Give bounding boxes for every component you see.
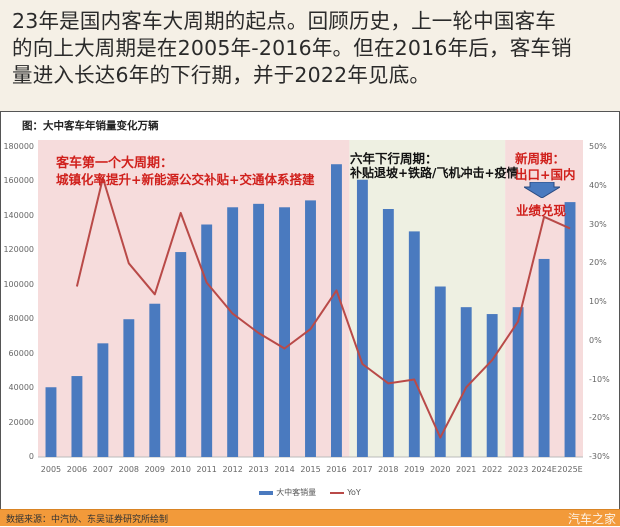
watermark: 汽车之家 bbox=[567, 512, 616, 526]
source-footer: 数据来源：中汽协、东吴证券研究所绘制 汽车之家 bbox=[0, 509, 620, 526]
x-axis-tick: 2006 bbox=[66, 465, 88, 474]
right-axis-tick: 20% bbox=[589, 258, 607, 268]
left-axis-tick: 0 bbox=[28, 452, 34, 461]
bar bbox=[408, 231, 420, 457]
right-axis-tick: -20% bbox=[589, 413, 610, 423]
bar bbox=[45, 387, 57, 457]
bar bbox=[227, 207, 239, 457]
annotation-down-title: 六年下行周期： bbox=[350, 151, 438, 166]
shaded-region bbox=[38, 140, 350, 457]
x-axis-tick: 2011 bbox=[196, 465, 217, 474]
x-axis-tick: 2009 bbox=[144, 465, 165, 474]
shaded-region bbox=[349, 140, 506, 457]
left-axis-tick: 100000 bbox=[3, 279, 34, 289]
x-axis-tick: 2019 bbox=[404, 465, 425, 474]
x-axis-tick: 2015 bbox=[300, 465, 321, 474]
right-axis-tick: 0% bbox=[589, 335, 602, 345]
chart-title: 图：大中客车年销量变化万辆 bbox=[22, 120, 159, 132]
annotation-down-body: 补贴退坡+铁路/飞机冲击+疫情 bbox=[350, 166, 519, 180]
legend-line-label: YoY bbox=[347, 488, 361, 497]
bar bbox=[460, 307, 472, 457]
x-axis-tick: 2023 bbox=[507, 465, 529, 474]
x-axis-tick: 2007 bbox=[92, 465, 114, 474]
x-axis-tick: 2010 bbox=[170, 465, 191, 474]
bar bbox=[201, 224, 213, 457]
source-text: 数据来源：中汽协、东吴证券研究所绘制 bbox=[6, 515, 169, 525]
x-axis-tick: 2022 bbox=[481, 465, 503, 474]
x-axis-tick: 2024E bbox=[531, 465, 557, 474]
down-arrow-icon bbox=[522, 181, 562, 199]
caption-box: 23年是国内客车大周期的起点。回顾历史，上一轮中国客车 的向上大周期是在2005… bbox=[0, 0, 620, 112]
x-axis-tick: 2017 bbox=[352, 465, 373, 474]
right-axis-tick: 40% bbox=[589, 180, 607, 190]
bar bbox=[356, 179, 368, 457]
bar bbox=[382, 209, 394, 457]
left-axis-tick: 40000 bbox=[8, 383, 34, 393]
bar bbox=[486, 314, 498, 457]
right-axis-tick: -30% bbox=[589, 452, 610, 461]
legend-line-swatch bbox=[330, 491, 345, 494]
bar bbox=[175, 252, 187, 457]
right-axis-tick: 10% bbox=[589, 297, 607, 306]
annotation-cycle1-title: 客车第一个大周期： bbox=[56, 156, 174, 171]
left-axis-tick: 160000 bbox=[3, 176, 34, 186]
bar bbox=[71, 376, 83, 457]
right-axis-tick: 50% bbox=[589, 142, 607, 151]
legend-bar-swatch bbox=[259, 490, 274, 495]
right-axis-tick: 30% bbox=[589, 219, 607, 229]
x-axis-tick: 2018 bbox=[378, 465, 399, 474]
x-axis-tick: 2005 bbox=[40, 465, 62, 474]
annotation-new-title: 新周期： bbox=[515, 151, 566, 166]
chart-legend: 大中客销量 YoY bbox=[0, 487, 620, 498]
right-axis-tick: -10% bbox=[589, 374, 610, 384]
left-axis-tick: 20000 bbox=[8, 417, 34, 427]
yoy-line bbox=[75, 177, 571, 439]
x-axis-tick: 2012 bbox=[222, 465, 243, 474]
left-axis-tick: 180000 bbox=[3, 142, 34, 151]
bar bbox=[538, 258, 550, 457]
annotation-new-result: 业绩兑现 bbox=[516, 203, 567, 218]
x-axis-tick: 2014 bbox=[274, 465, 295, 474]
annotation-new-body: 出口+国内 bbox=[515, 167, 576, 182]
bar bbox=[279, 207, 290, 457]
caption-line-3: 量进入长达6年的下行期，并于2022年见底。 bbox=[12, 63, 431, 87]
caption-line-1: 23年是国内客车大周期的起点。回顾历史，上一轮中国客车 bbox=[12, 9, 556, 33]
annotation-cycle1-body: 城镇化率提升+新能源公交补贴+交通体系搭建 bbox=[56, 172, 315, 187]
bar bbox=[253, 203, 265, 457]
bar bbox=[149, 303, 161, 457]
x-axis-tick: 2020 bbox=[430, 465, 451, 474]
x-axis-tick: 2013 bbox=[248, 465, 269, 474]
bar bbox=[434, 286, 446, 457]
bar bbox=[97, 343, 109, 457]
left-axis-tick: 80000 bbox=[8, 314, 34, 324]
caption-line-2: 的向上大周期是在2005年-2016年。但在2016年后，客车销 bbox=[12, 36, 572, 60]
x-axis-tick: 2016 bbox=[326, 465, 347, 474]
left-axis-tick: 60000 bbox=[8, 348, 34, 358]
bar bbox=[331, 164, 342, 457]
x-axis-tick: 2025E bbox=[557, 465, 583, 474]
x-axis-tick: 2021 bbox=[456, 465, 477, 474]
bar bbox=[512, 307, 524, 457]
legend-bar-label: 大中客销量 bbox=[276, 488, 317, 497]
left-axis-tick: 120000 bbox=[3, 245, 34, 255]
left-axis-tick: 140000 bbox=[3, 210, 34, 220]
bar bbox=[564, 202, 576, 457]
bar bbox=[123, 319, 135, 457]
x-axis-tick: 2008 bbox=[118, 465, 139, 474]
